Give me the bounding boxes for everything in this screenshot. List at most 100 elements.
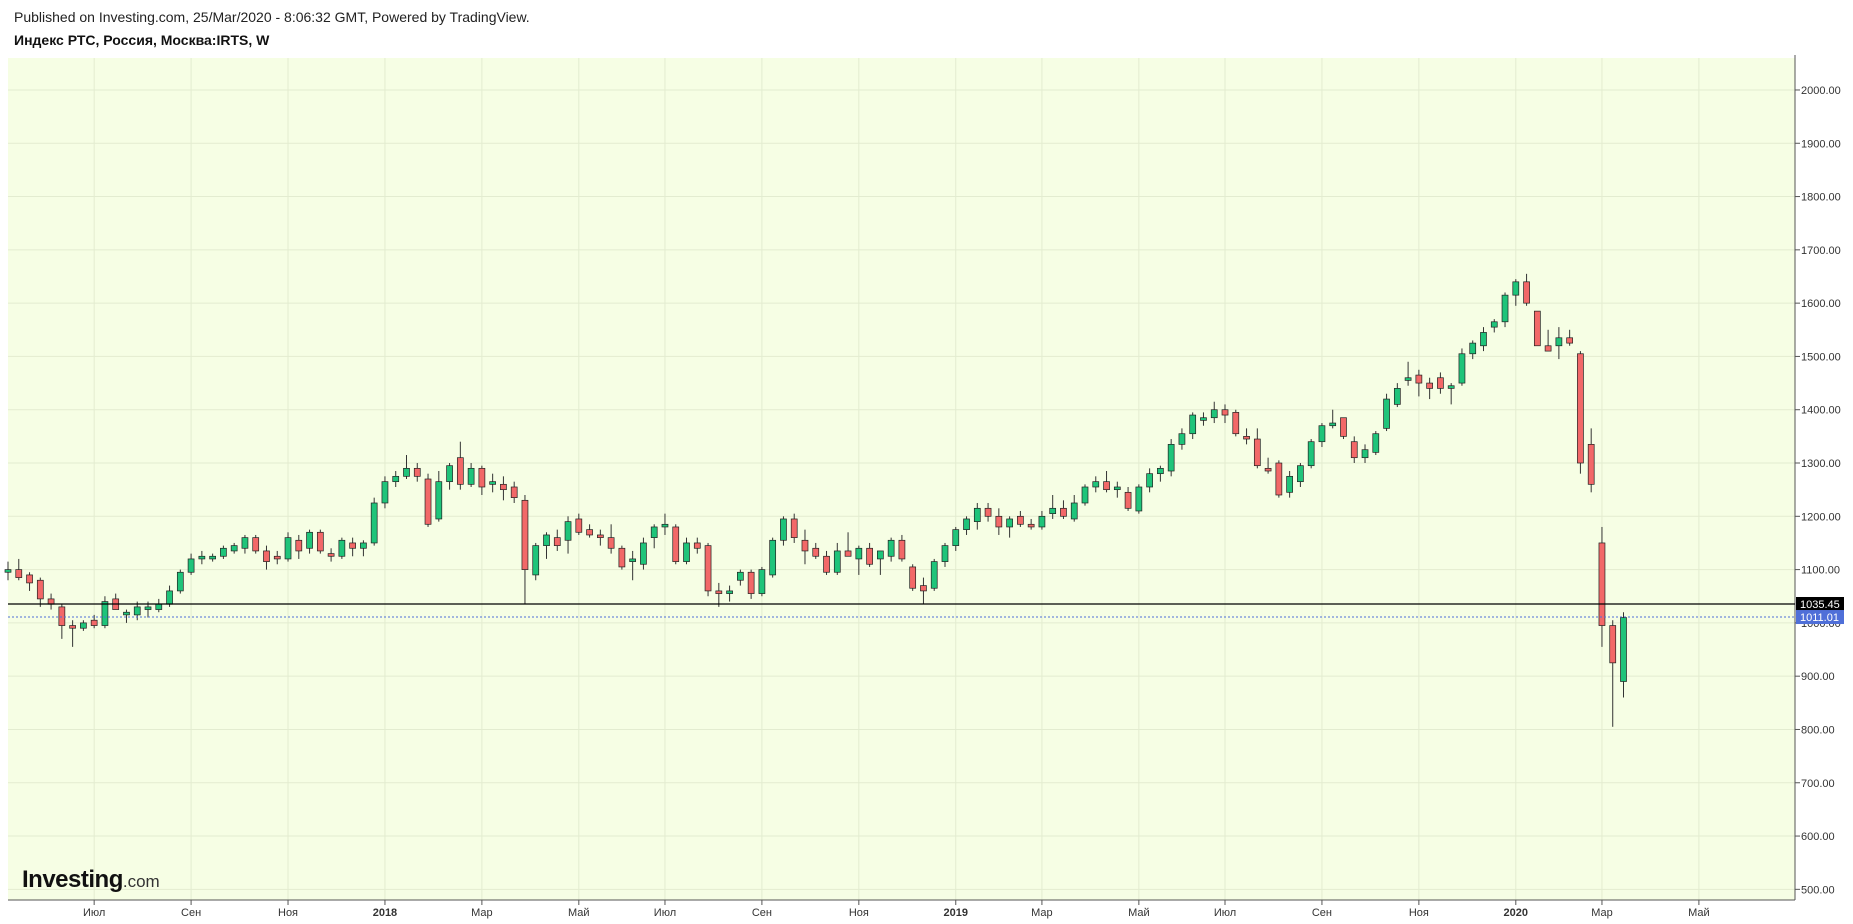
price-axis[interactable]: 2000.00 1900.00 1800.00 1700.00 1600.00 1500.… (1794, 55, 1841, 900)
candle-up (564, 516, 572, 554)
candle-down (812, 542, 820, 559)
candle-up (1458, 348, 1466, 386)
candle-up (1393, 383, 1401, 408)
candle-down (586, 524, 593, 538)
cursor-price-label: 1011.01 (1800, 612, 1839, 624)
candle-down (1340, 417, 1347, 440)
y-tick-label: 500.00 (1801, 884, 1835, 896)
candle-up (1146, 468, 1153, 493)
candle-up (941, 542, 949, 567)
candle-down (1609, 620, 1617, 727)
candle-up (1189, 412, 1197, 440)
candle-up (1167, 439, 1175, 477)
candle-down (1124, 486, 1132, 511)
candle-down (553, 529, 561, 551)
candle-up (629, 550, 637, 581)
candle-up (220, 545, 227, 559)
candle-down (1598, 526, 1606, 647)
candle-up (973, 502, 981, 530)
candle-down (1437, 372, 1444, 394)
candle-down (920, 577, 927, 605)
candle-up (1490, 319, 1498, 333)
candle-up (1372, 431, 1380, 456)
candle-down (693, 537, 701, 554)
candle-down (898, 534, 906, 562)
candle-up (1038, 510, 1046, 530)
time-axis[interactable]: Июл Сен Ноя 2018 Мар Май Июл Сен Ноя 2019 Мар Май Ию… (8, 899, 1795, 919)
candle-down (1415, 369, 1423, 397)
candle-up (1512, 279, 1520, 306)
y-tick-label: 1200.00 (1801, 511, 1841, 523)
y-tick-label: 600.00 (1801, 831, 1835, 843)
candle-up (360, 540, 367, 557)
candle-down (1587, 428, 1595, 493)
y-tick-label: 700.00 (1801, 778, 1835, 790)
candle-down (263, 545, 270, 570)
candle-up (1318, 423, 1326, 448)
candle-down (1103, 471, 1110, 493)
x-tick-label: 2018 (373, 907, 397, 919)
candle-up (737, 569, 744, 586)
candle-down (26, 572, 33, 591)
candle-up (1307, 439, 1315, 469)
candle-up (1200, 412, 1207, 426)
candle-up (1178, 428, 1186, 450)
candle-up (1555, 327, 1563, 360)
y-tick-label: 800.00 (1801, 724, 1835, 736)
candle-down (510, 481, 518, 503)
candle-up (726, 585, 733, 602)
candle-up (392, 471, 400, 487)
candle-up (4, 561, 12, 581)
candle-up (467, 463, 475, 487)
candle-up (1113, 481, 1121, 498)
candle-up (381, 476, 389, 509)
candle-down (1426, 377, 1433, 400)
candle-up (855, 545, 863, 575)
candle-down (715, 582, 723, 607)
candle-up (640, 537, 647, 570)
published-caption: Published on Investing.com, 25/Mar/2020 … (14, 9, 530, 25)
candle-up (1135, 484, 1143, 514)
candle-up (1006, 516, 1013, 538)
candle-up (780, 516, 787, 546)
x-tick-label: Сен (1312, 907, 1332, 919)
candle-up (1049, 494, 1057, 519)
candle-up (650, 524, 658, 549)
candle-down (521, 494, 529, 605)
candle-down (456, 441, 464, 490)
candle-down (478, 465, 486, 495)
plot-area[interactable] (8, 58, 1795, 900)
candle-up (435, 471, 443, 522)
candle-down (1243, 428, 1250, 445)
candle-down (1533, 310, 1541, 347)
candle-up (338, 537, 346, 559)
candle-up (80, 620, 87, 631)
candle-up (877, 550, 884, 575)
y-tick-label: 900.00 (1801, 671, 1835, 683)
candle-up (123, 609, 130, 623)
candle-up (543, 532, 550, 559)
last-price-label: 1035.45 (1800, 599, 1840, 611)
x-tick-label: Июл (654, 907, 676, 919)
candle-up (661, 513, 669, 535)
y-tick-label: 1600.00 (1801, 298, 1841, 310)
candle-up (1469, 340, 1477, 360)
candle-up (930, 558, 938, 591)
candle-up (1501, 292, 1509, 328)
candle-up (198, 550, 206, 565)
candle-up (176, 569, 184, 594)
candle-up (963, 516, 970, 535)
candle-up (230, 542, 238, 554)
candle-down (596, 529, 604, 546)
x-tick-label: Ноя (1409, 907, 1429, 919)
candle-up (833, 542, 841, 575)
candle-up (370, 497, 378, 546)
candle-down (252, 534, 260, 554)
candle-down (1544, 329, 1552, 352)
candles-layer (4, 273, 1627, 727)
candle-down (1566, 329, 1574, 346)
candle-down (58, 604, 66, 639)
candle-down (1232, 409, 1240, 437)
candle-up (1157, 465, 1164, 482)
